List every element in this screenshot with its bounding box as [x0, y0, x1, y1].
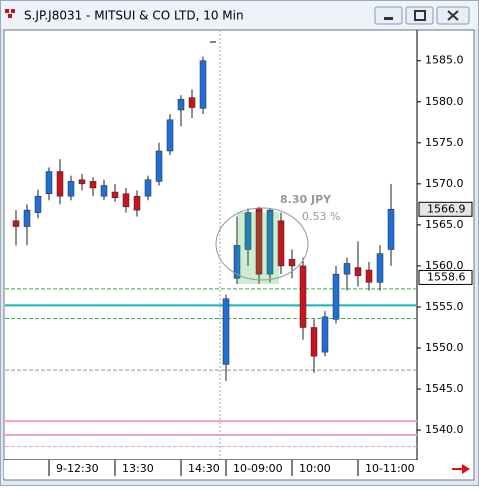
- measure-highlight: [237, 212, 279, 284]
- candle-body: [376, 253, 384, 283]
- x-tick-label: 14:30: [188, 462, 220, 475]
- candle-body: [177, 99, 185, 111]
- candle-body: [67, 181, 75, 197]
- time-axis: [4, 460, 417, 478]
- candle-body: [188, 97, 196, 108]
- candle-body: [288, 259, 296, 267]
- x-tick-label: 10:00: [299, 462, 331, 475]
- candle-body: [23, 209, 31, 227]
- minimize-button[interactable]: [374, 6, 403, 25]
- y-tick-label: 1570.0: [425, 177, 464, 190]
- candle-body: [365, 269, 373, 283]
- y-tick-label: 1565.0: [425, 218, 464, 231]
- measure-circle: [215, 207, 309, 281]
- y-tick-label: 1550.0: [425, 341, 464, 354]
- candle-body: [133, 195, 141, 211]
- candle-body: [12, 220, 20, 227]
- candle-body: [222, 298, 230, 365]
- candle-body: [277, 220, 285, 267]
- candle-body: [233, 245, 241, 279]
- candle-body: [354, 267, 362, 277]
- candle-body: [332, 273, 340, 320]
- annotation: 8.30 JPY: [280, 193, 332, 206]
- candle-body: [299, 265, 307, 328]
- candle-body: [343, 263, 351, 275]
- app-icon: [5, 9, 15, 18]
- candle-body: [111, 191, 119, 199]
- y-tick-label: 1555.0: [425, 300, 464, 313]
- maximize-button[interactable]: [405, 6, 434, 25]
- candle-body: [166, 119, 174, 152]
- y-tick-label: 1545.0: [425, 382, 464, 395]
- candle-body: [89, 181, 97, 189]
- price-label: 1566.9: [427, 202, 466, 215]
- annotation: 0.53 %: [302, 210, 340, 223]
- scroll-arrow[interactable]: [452, 464, 470, 474]
- candle-body: [310, 327, 318, 357]
- price-label-box: [418, 269, 473, 285]
- plot: [5, 56, 417, 448]
- price-label-box: [418, 201, 473, 217]
- y-tick-label: 1540.0: [425, 423, 464, 436]
- candle-body: [387, 209, 395, 250]
- candle-body: [155, 150, 163, 182]
- price-label: 1558.6: [427, 270, 466, 283]
- candle-body: [100, 185, 108, 197]
- candle-body: [78, 179, 86, 185]
- x-tick-label: 9-12:30: [56, 462, 99, 475]
- candle-body: [266, 209, 274, 275]
- candle-body: [244, 212, 252, 250]
- window-title: S.JP.J8031 - MITSUI & CO LTD, 10 Min: [24, 9, 244, 23]
- y-tick-label: 1560.0: [425, 259, 464, 272]
- y-tick-label: 1580.0: [425, 95, 464, 108]
- x-tick-label: 13:30: [122, 462, 154, 475]
- candle-body: [122, 193, 130, 208]
- y-tick-label: 1585.0: [425, 54, 464, 67]
- candle-body: [199, 60, 207, 109]
- x-tick-label: 10-09:00: [233, 462, 283, 475]
- close-button[interactable]: [436, 6, 470, 25]
- candle-body: [321, 316, 329, 353]
- x-tick-label: 10-11:00: [365, 462, 415, 475]
- candle-body: [56, 171, 64, 197]
- candle-body: [45, 171, 53, 194]
- y-tick-label: 1575.0: [425, 136, 464, 149]
- candle-body: [34, 195, 42, 213]
- candle-body: [144, 179, 152, 197]
